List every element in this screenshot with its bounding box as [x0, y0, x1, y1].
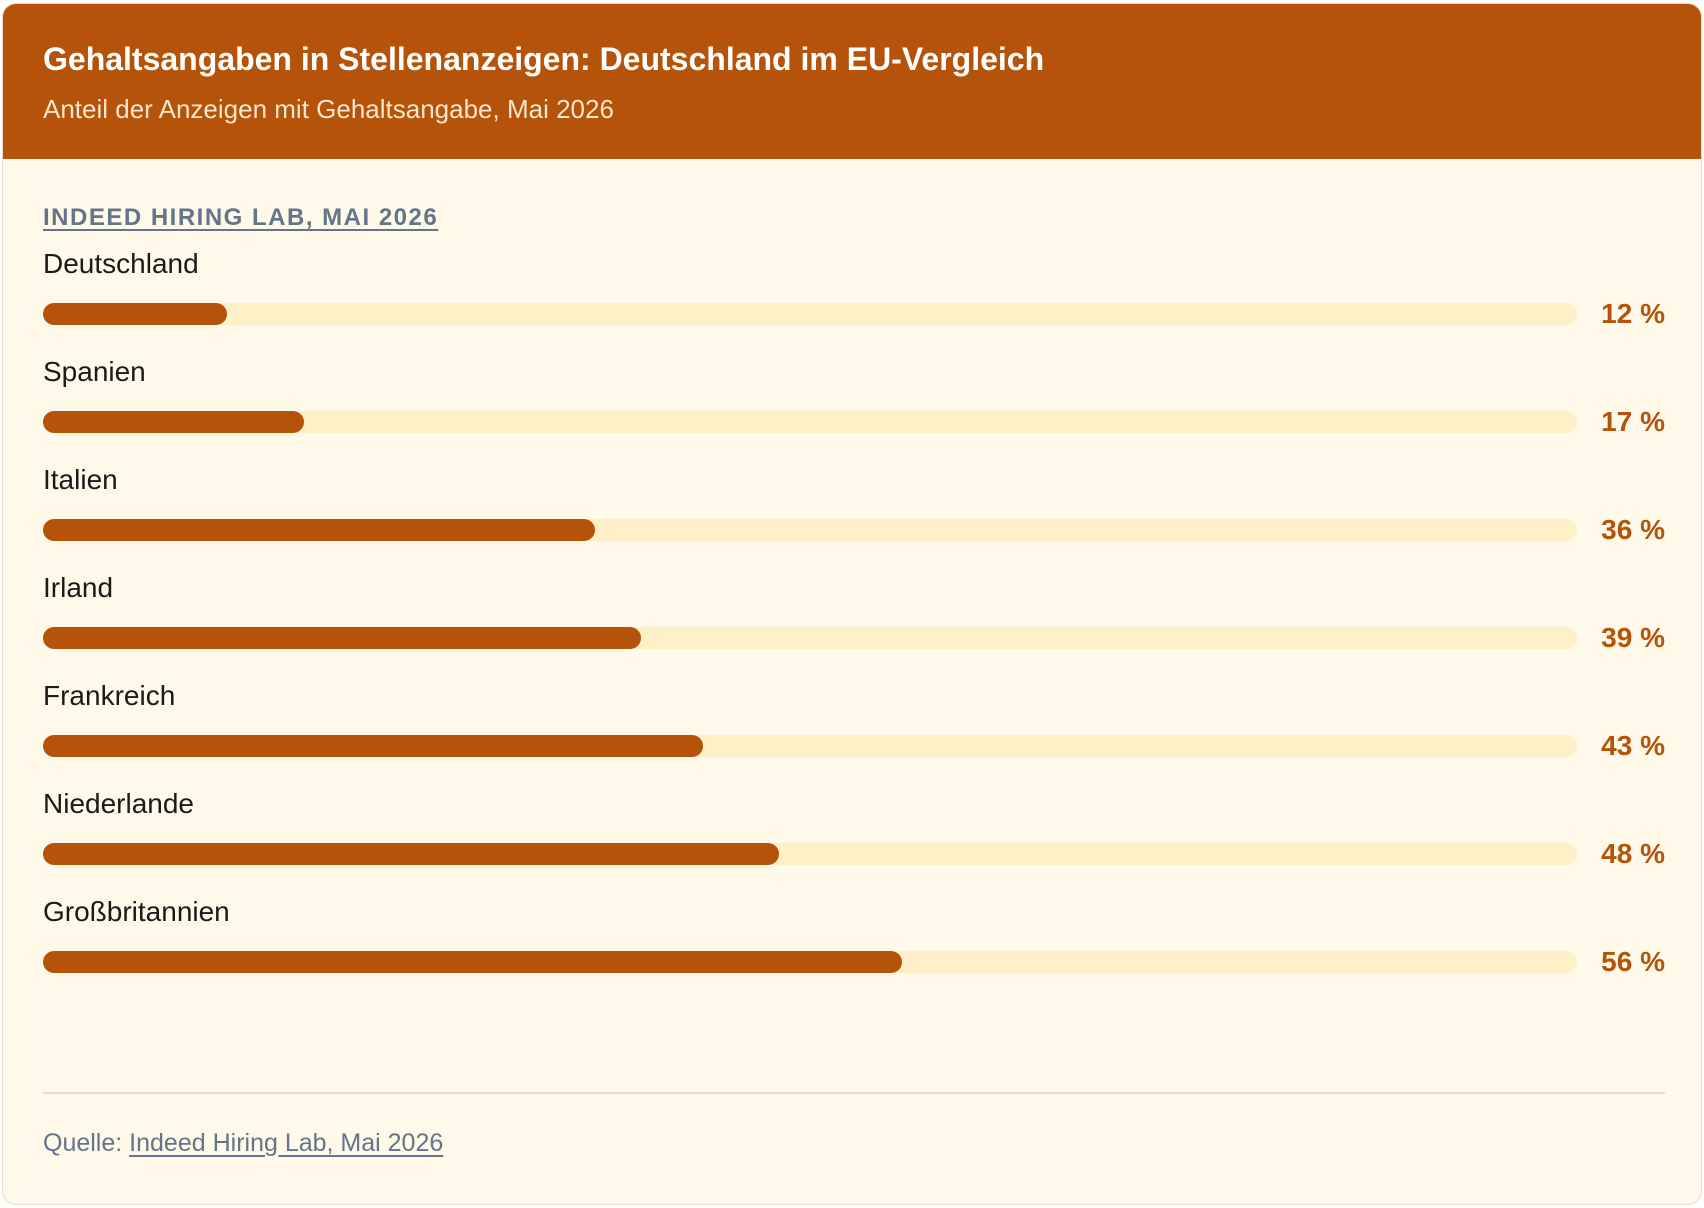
bar-row: Frankreich 43 %	[43, 679, 1665, 779]
bar	[43, 951, 903, 973]
bar-track	[43, 627, 1577, 649]
chart-header: Gehaltsangaben in Stellenanzeigen: Deuts…	[3, 4, 1701, 159]
bar-row: Italien 36 %	[43, 463, 1665, 563]
bar-track	[43, 303, 1577, 325]
bar-value-label: 43 %	[1601, 730, 1665, 761]
bar-value-label: 39 %	[1601, 622, 1665, 653]
bar-category-label: Niederlande	[43, 788, 194, 819]
bar-category-label: Deutschland	[43, 248, 199, 279]
bar	[43, 411, 304, 433]
bar-category-label: Spanien	[43, 356, 146, 387]
source-footer-link[interactable]: Indeed Hiring Lab, Mai 2026	[129, 1129, 444, 1157]
bar	[43, 627, 642, 649]
source-footer: Quelle: Indeed Hiring Lab, Mai 2026	[43, 1129, 443, 1158]
chart-title: Gehaltsangaben in Stellenanzeigen: Deuts…	[43, 41, 1045, 77]
bar-row: Deutschland 12 %	[43, 247, 1665, 347]
bar-track	[43, 951, 1577, 973]
bar-row: Irland 39 %	[43, 571, 1665, 671]
bar-category-label: Frankreich	[43, 680, 176, 711]
bar-row: Großbritannien 56 %	[43, 895, 1665, 995]
bar	[43, 519, 596, 541]
bar	[43, 303, 228, 325]
bar-row: Spanien 17 %	[43, 355, 1665, 455]
bar-value-label: 56 %	[1601, 946, 1665, 977]
bar	[43, 843, 780, 865]
bar-value-label: 17 %	[1601, 406, 1665, 437]
bar-track	[43, 735, 1577, 757]
bar-category-label: Irland	[43, 572, 114, 603]
chart-subtitle: Anteil der Anzeigen mit Gehaltsangabe, M…	[43, 94, 614, 124]
bar-value-label: 48 %	[1601, 838, 1665, 869]
chart-card: Gehaltsangaben in Stellenanzeigen: Deuts…	[2, 3, 1702, 1205]
bar-row: Niederlande 48 %	[43, 787, 1665, 887]
bar-track	[43, 519, 1577, 541]
bar	[43, 735, 703, 757]
bar-category-label: Italien	[43, 464, 118, 495]
bar-category-label: Großbritannien	[43, 896, 230, 927]
source-prefix: Quelle:	[43, 1129, 130, 1157]
bar-value-label: 36 %	[1601, 514, 1665, 545]
bar-track	[43, 411, 1577, 433]
footer-divider	[43, 1092, 1665, 1094]
bar-track	[43, 843, 1577, 865]
bar-value-label: 12 %	[1601, 298, 1665, 329]
source-heading-link[interactable]: INDEED HIRING LAB, MAI 2026	[43, 204, 439, 231]
